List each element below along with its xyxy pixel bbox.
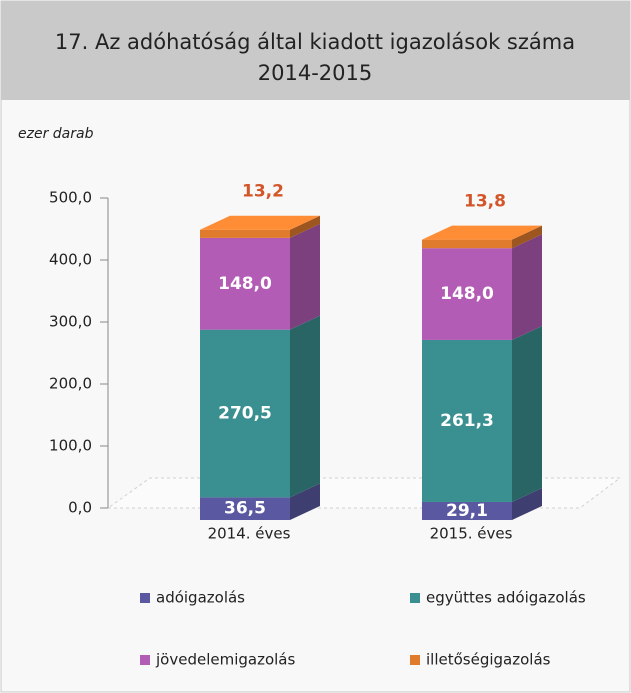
bar-segment (200, 497, 290, 520)
bar-segment (200, 237, 290, 330)
bar-segment (200, 329, 290, 498)
y-tick-label: 100,0 (49, 437, 92, 455)
legend-label: illetőségigazolás (426, 651, 551, 669)
bar-top (200, 215, 320, 230)
value-label: 13,8 (464, 192, 506, 212)
bar-side (512, 325, 542, 502)
legend-label: jövedelemigazolás (155, 651, 295, 669)
value-label: 148,0 (218, 274, 272, 294)
bar-side (512, 234, 542, 340)
x-tick-label: 2015. éves (430, 525, 513, 543)
legend-label: adóigazolás (156, 589, 245, 607)
bar-side (290, 315, 320, 498)
chart-title: 2014-2015 (258, 61, 372, 85)
bar-side (512, 487, 542, 520)
legend-swatch (410, 593, 420, 603)
y-tick-label: 0,0 (68, 499, 92, 517)
legend-label: együttes adóigazolás (426, 589, 586, 607)
bar-segment (422, 501, 512, 520)
y-tick-label: 300,0 (49, 313, 92, 331)
value-label: 270,5 (218, 404, 272, 424)
bar-side (290, 483, 320, 520)
legend-swatch (140, 655, 150, 665)
bar-top (422, 225, 542, 240)
bar-segment (422, 248, 512, 340)
value-label: 29,1 (446, 501, 488, 521)
bar-segment (422, 339, 512, 502)
header (1, 1, 630, 100)
legend-swatch (140, 593, 150, 603)
bar-side (290, 223, 320, 330)
legend-swatch (410, 655, 420, 665)
chart-title: 17. Az adóhatóság által kiadott igazolás… (55, 30, 575, 54)
value-label: 13,2 (242, 182, 284, 202)
floor (106, 477, 622, 509)
bar-segment (422, 239, 512, 249)
value-label: 148,0 (440, 284, 494, 304)
bar-side (512, 225, 542, 249)
y-unit-label: ezer darab (18, 126, 94, 142)
y-tick-label: 500,0 (49, 189, 92, 207)
bar-side (290, 215, 320, 238)
y-tick-label: 200,0 (49, 375, 92, 393)
x-tick-label: 2014. éves (208, 525, 291, 543)
value-label: 36,5 (224, 499, 266, 519)
value-label: 261,3 (440, 411, 494, 431)
bar-segment (200, 229, 290, 238)
y-tick-label: 400,0 (49, 251, 92, 269)
